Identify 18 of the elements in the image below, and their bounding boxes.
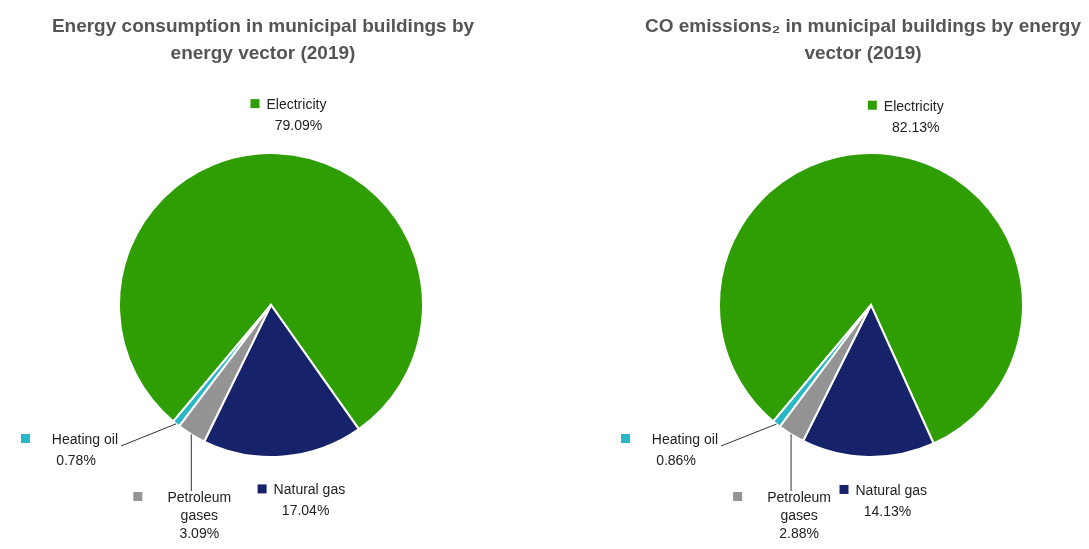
legend-label: Heating oil (51, 431, 118, 447)
chart-title: Energy consumption in municipal buildings by energy vector (2019) (50, 14, 476, 65)
data-label: 0.78% (56, 452, 96, 468)
data-label: 82.13% (892, 118, 940, 135)
legend-label: Heating oil (651, 431, 718, 447)
legend-label: Natural gas (855, 481, 928, 498)
data-label: 2.88% (779, 525, 819, 541)
legend-label: Electricity (883, 97, 944, 114)
data-label: 17.04% (281, 502, 330, 519)
legend-label: Petroleum gases (167, 489, 232, 523)
legend-label: Petroleum gases (767, 489, 831, 523)
data-label: 0.86% (656, 452, 696, 468)
data-label: 3.09% (179, 525, 220, 541)
legend-label: Electricity (266, 96, 327, 113)
data-label: 79.09% (274, 117, 323, 134)
chart-title: CO emissions₂ in municipal buildings by energy vector (2019) (644, 14, 1082, 65)
data-label: 14.13% (863, 502, 912, 519)
legend-label: Natural gas (273, 481, 346, 498)
